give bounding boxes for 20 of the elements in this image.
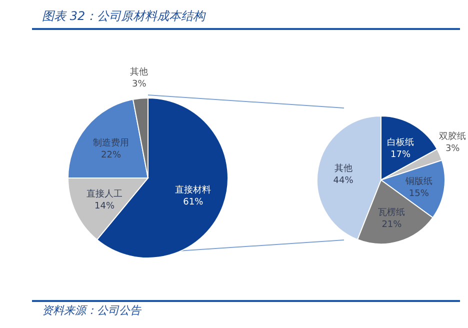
slice-label: 其他 [334, 162, 352, 174]
chart-title: 图表 32：公司原材料成本结构 [42, 8, 206, 25]
data-label: 21% [382, 220, 402, 230]
data-label: 3% [445, 144, 460, 154]
slice-label: 直接人工 [86, 188, 123, 200]
data-label: 61% [183, 197, 204, 208]
slice-label: 铜版纸 [404, 176, 432, 188]
data-label: 3% [132, 79, 147, 90]
slice-label: 其他 [130, 66, 148, 78]
slice-label: 直接材料 [175, 184, 212, 196]
slice-label: 白板纸 [387, 136, 414, 148]
data-label: 44% [333, 176, 354, 186]
data-label: 22% [101, 150, 122, 160]
slice-label: 瓦楞纸 [378, 206, 406, 218]
slice-label: 制造费用 [93, 137, 130, 148]
data-label: 15% [408, 189, 430, 200]
data-label: 14% [94, 201, 116, 212]
text: 资料来源：公司公告 [42, 303, 141, 318]
data-label: 17% [390, 150, 411, 160]
slice-label: 双胶纸 [439, 131, 466, 142]
